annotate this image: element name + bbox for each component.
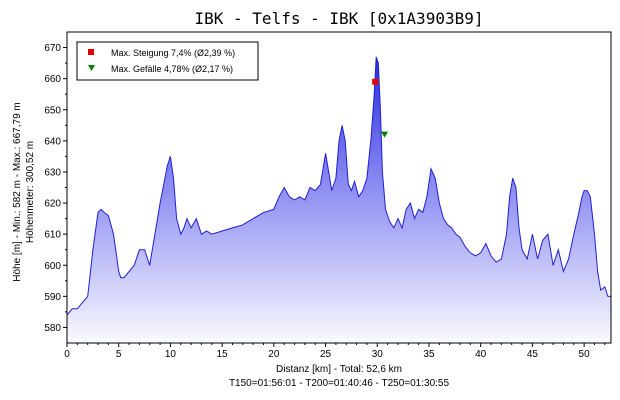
x-tick-label-5: 25: [320, 349, 332, 360]
legend-marker-rise: [88, 49, 94, 55]
y-axis-ticks: 580 590 600 610 620 630 640 650 660 670: [44, 43, 67, 334]
y-tick-label-8: 660: [44, 74, 61, 85]
max-rise-marker: [372, 78, 379, 85]
markers: [372, 78, 389, 138]
legend-marker-fall: [88, 65, 95, 71]
y-tick-label-3: 610: [44, 230, 61, 241]
x-axis-label-times: T150=01:56:01 - T200=01:40:46 - T250=01:…: [229, 378, 450, 389]
legend-label-rise: Max. Steigung 7,4% (Ø2,39 %): [111, 48, 235, 58]
legend: Max. Steigung 7,4% (Ø2,39 %) Max. Gefäll…: [76, 41, 259, 81]
y-tick-label-0: 580: [44, 323, 61, 334]
chart-title: IBK - Telfs - IBK [0x1A3903B9]: [195, 9, 484, 28]
y-tick-label-2: 600: [44, 261, 61, 272]
x-tick-label-10: 50: [579, 349, 591, 360]
elevation-line: [67, 56, 611, 316]
x-tick-label-7: 35: [423, 349, 435, 360]
plot-area: [67, 56, 611, 343]
y-tick-label-5: 630: [44, 167, 61, 178]
legend-box: [76, 41, 259, 81]
legend-label-fall: Max. Gefälle 4,78% (Ø2,17 %): [111, 64, 233, 74]
x-tick-label-1: 5: [116, 349, 122, 360]
x-tick-label-9: 45: [527, 349, 539, 360]
y-tick-label-6: 640: [44, 136, 61, 147]
elevation-area: [67, 56, 611, 343]
y-tick-label-7: 650: [44, 105, 61, 116]
max-fall-marker: [381, 131, 389, 138]
x-tick-label-8: 40: [475, 349, 487, 360]
y-tick-label-4: 620: [44, 199, 61, 210]
x-tick-label-3: 15: [217, 349, 229, 360]
x-tick-label-4: 20: [268, 349, 280, 360]
y-axis-label: Höhe [m] - Min.: 582 m - Max.: 667,79 m: [12, 102, 23, 282]
y-tick-label-1: 590: [44, 292, 61, 303]
x-tick-label-0: 0: [64, 349, 70, 360]
y-axis-label-ascent: Höhenmeter: 300,52 m: [25, 141, 36, 243]
y-tick-label-9: 670: [44, 43, 61, 54]
x-axis-label: Distanz [km] - Total: 52,6 km: [276, 364, 402, 375]
x-axis-ticks: 0 5 10 15 20 25 30 35 40 45 50: [64, 343, 606, 360]
x-tick-label-6: 30: [372, 349, 384, 360]
x-tick-label-2: 10: [165, 349, 177, 360]
